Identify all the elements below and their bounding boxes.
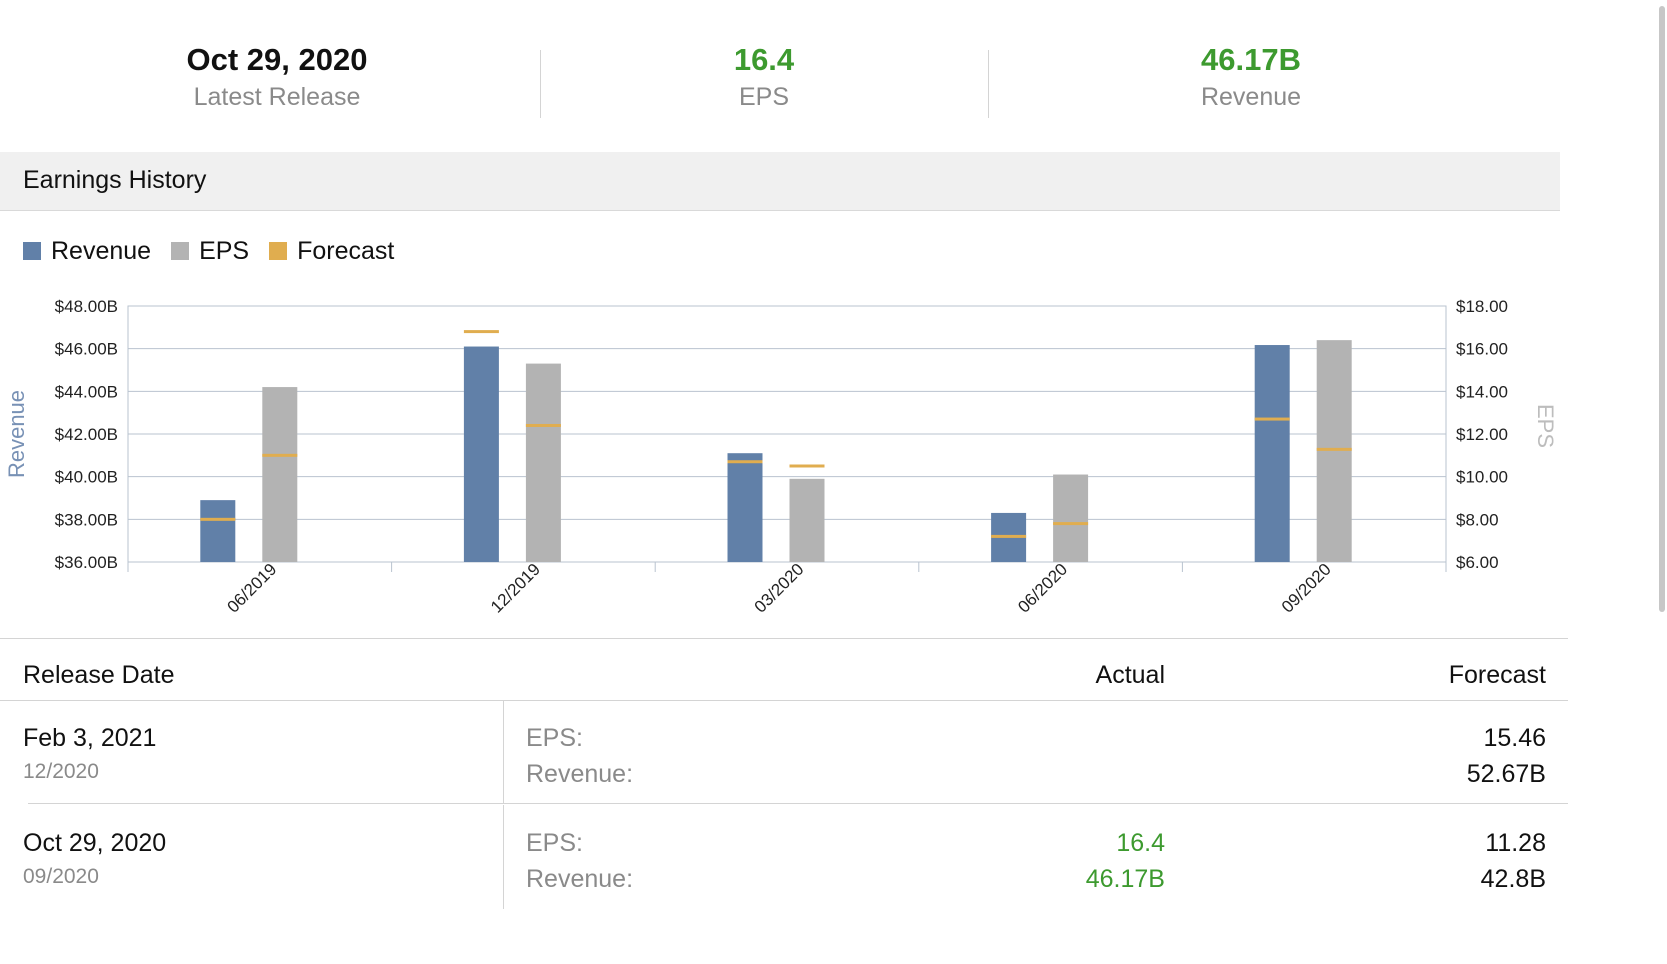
revenue-bar	[1254, 345, 1290, 562]
revenue-value: 46.17B	[1201, 42, 1301, 77]
y-tick-label-left: $40.00B	[55, 468, 118, 487]
eps-forecast-marker	[789, 464, 825, 468]
row-divider	[28, 803, 1568, 804]
revenue-bar	[727, 453, 763, 562]
earnings-summary: Oct 29, 2020 Latest Release 16.4 EPS 46.…	[0, 0, 1560, 152]
legend-item-revenue[interactable]: Revenue	[23, 237, 151, 266]
y-tick-label-left: $48.00B	[55, 297, 118, 316]
y-tick-label-right: $14.00	[1456, 382, 1508, 401]
eps-metric-label: EPS:	[526, 724, 583, 752]
revenue-label: Revenue	[1200, 83, 1302, 111]
legend-label: Forecast	[297, 236, 395, 265]
table-row[interactable]: Feb 3, 2021 12/2020 EPS: Revenue: 15.46 …	[0, 700, 1568, 804]
revenue-bar	[200, 500, 236, 562]
column-header-release-date: Release Date	[23, 661, 175, 689]
y-tick-label-left: $44.00B	[55, 382, 118, 401]
y-tick-label-right: $6.00	[1456, 553, 1499, 572]
legend-swatch-revenue	[23, 242, 41, 260]
eps-forecast-marker	[262, 453, 298, 457]
revenue-bar	[463, 346, 499, 562]
eps-bar	[1316, 340, 1352, 562]
revenue-metric-label: Revenue:	[526, 760, 634, 788]
eps-forecast-marker	[1053, 522, 1089, 526]
y-tick-label-left: $42.00B	[55, 425, 118, 444]
eps-bar	[1053, 474, 1089, 562]
latest-release-label: Latest Release	[193, 83, 361, 111]
vertical-scrollbar[interactable]	[1659, 6, 1665, 612]
revenue-forecast: 42.8B	[1480, 865, 1546, 893]
column-divider	[503, 700, 504, 804]
eps-bar	[789, 478, 825, 562]
earnings-table-header: Release Date Actual Forecast	[0, 638, 1568, 701]
eps-forecast: 11.28	[1485, 829, 1546, 857]
y-tick-label-left: $46.00B	[55, 340, 118, 359]
y-tick-label-right: $10.00	[1456, 468, 1508, 487]
revenue-forecast-marker	[991, 534, 1027, 538]
eps-bar	[262, 387, 298, 562]
eps-forecast: 15.46	[1483, 724, 1546, 752]
x-tick-label: 09/2020	[1278, 560, 1335, 617]
column-divider	[503, 805, 504, 909]
revenue-forecast-marker	[200, 517, 236, 521]
y-tick-label-right: $12.00	[1456, 425, 1508, 444]
latest-release-summary: Oct 29, 2020 Latest Release	[17, 40, 537, 114]
y-tick-label-right: $8.00	[1456, 510, 1499, 529]
y-tick-label-right: $18.00	[1456, 297, 1508, 316]
eps-bar	[525, 363, 561, 562]
eps-forecast-marker	[1316, 447, 1352, 451]
eps-actual: 16.4	[1116, 829, 1165, 857]
legend-label: Revenue	[51, 236, 152, 265]
revenue-forecast-marker	[463, 330, 499, 334]
revenue-metric-label: Revenue:	[526, 865, 634, 893]
eps-label: EPS	[738, 83, 790, 111]
legend-item-forecast[interactable]: Forecast	[269, 237, 394, 266]
revenue-forecast: 52.67B	[1466, 760, 1546, 788]
y-tick-label-right: $16.00	[1456, 340, 1508, 359]
legend-item-eps[interactable]: EPS	[171, 237, 249, 266]
earnings-history-chart: $36.00B $38.00B $40.00B $42.00B $44.00B $46.0…	[4, 297, 1558, 617]
y-axis-title-right: EPS	[1533, 404, 1558, 448]
revenue-summary: 46.17B Revenue	[991, 40, 1511, 114]
earnings-history-header: Earnings History	[0, 152, 1560, 211]
x-tick-label: 03/2020	[751, 560, 808, 617]
eps-summary: 16.4 EPS	[504, 40, 1024, 114]
summary-divider	[540, 50, 541, 118]
legend-swatch-forecast	[269, 242, 288, 260]
legend-swatch-eps	[171, 242, 190, 260]
x-tick-label: 06/2020	[1014, 560, 1071, 617]
y-tick-label-left: $38.00B	[55, 510, 118, 529]
column-header-actual: Actual	[1095, 661, 1165, 689]
release-date: Feb 3, 2021	[23, 724, 157, 752]
chart-legend: Revenue EPS Forecast	[23, 236, 414, 266]
y-tick-label-left: $36.00B	[55, 553, 118, 572]
x-tick-label: 06/2019	[223, 560, 280, 617]
table-row[interactable]: Oct 29, 2020 09/2020 EPS: Revenue: 16.4 …	[0, 805, 1568, 909]
legend-label: EPS	[199, 236, 250, 265]
revenue-forecast-marker	[727, 460, 763, 464]
fiscal-period: 12/2020	[23, 760, 99, 783]
revenue-forecast-marker	[1254, 417, 1290, 421]
column-header-forecast: Forecast	[1448, 661, 1546, 689]
release-date: Oct 29, 2020	[23, 829, 167, 857]
y-axis-title-left: Revenue	[4, 390, 29, 478]
eps-value: 16.4	[733, 42, 795, 77]
x-tick-label: 12/2019	[487, 560, 544, 617]
eps-forecast-marker	[525, 423, 561, 427]
latest-release-value: Oct 29, 2020	[186, 42, 368, 77]
revenue-actual: 46.17B	[1085, 865, 1165, 893]
summary-divider	[988, 50, 989, 118]
eps-metric-label: EPS:	[526, 829, 583, 857]
fiscal-period: 09/2020	[23, 865, 99, 888]
section-title: Earnings History	[23, 166, 207, 194]
